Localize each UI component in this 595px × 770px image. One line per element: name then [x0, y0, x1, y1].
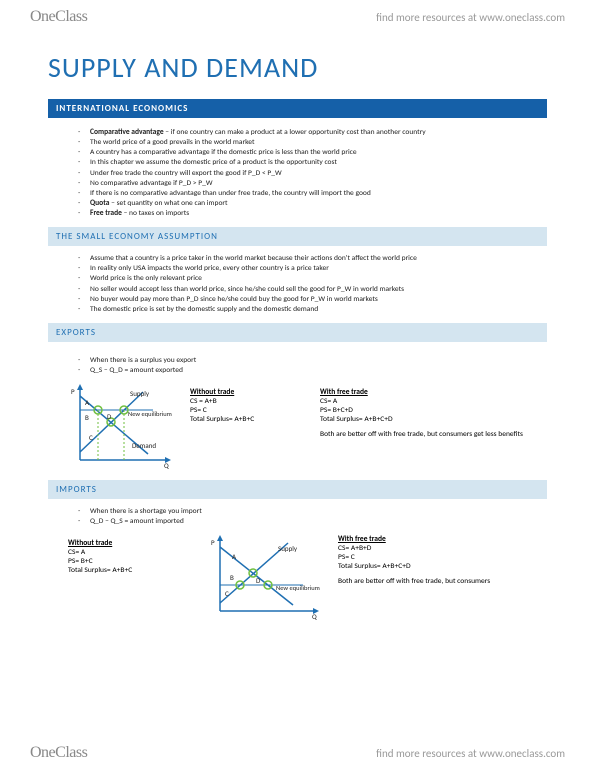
bullet: In this chapter we assume the domestic p…: [78, 158, 547, 168]
heading-exports: EXPORTS: [48, 323, 547, 342]
exports-without-trade: Without trade CS = A+B PS= C Total Surpl…: [190, 388, 290, 439]
exports-row: P Q A B D C Supply Demand New equilibriu…: [48, 382, 547, 472]
exports-chart: P Q A B D C Supply Demand New equilibriu…: [68, 382, 178, 472]
bullet: No buyer would pay more than P_D since h…: [78, 295, 547, 305]
ps-line: PS= B+C+D: [320, 406, 523, 415]
ts-line: Total Surplus= A+B+C+D: [320, 415, 523, 424]
imports-without-trade: Without trade CS= A PS= B+C Total Surplu…: [68, 539, 198, 575]
logo-bottom: OneClass: [30, 744, 87, 762]
bullet: In reality only USA impacts the world pr…: [78, 264, 547, 274]
bullet: A country has a comparative advantage if…: [78, 148, 547, 158]
page-title: SUPPLY AND DEMAND: [48, 50, 547, 85]
svg-text:Supply: Supply: [130, 389, 150, 398]
col-header: With free trade: [338, 535, 547, 544]
bullet-free-trade: Free trade – no taxes on imports: [78, 209, 547, 219]
imports-row: Without trade CS= A PS= B+C Total Surplu…: [48, 533, 547, 623]
bullet-quota: Quota – set quantity on what one can imp…: [78, 199, 547, 209]
col-header: Without trade: [190, 388, 290, 397]
tagline-bottom: find more resources at www.oneclass.com: [376, 747, 565, 760]
svg-text:B: B: [230, 573, 234, 582]
page-header: OneClass find more resources at www.onec…: [0, 0, 595, 34]
trade-note: Both are better off with free trade, but…: [338, 577, 547, 586]
logo-top: OneClass: [30, 8, 87, 26]
trade-note: Both are better off with free trade, but…: [320, 430, 523, 439]
cs-line: CS= A+B+D: [338, 544, 547, 553]
bullet: When there is a surplus you export: [78, 356, 547, 366]
svg-text:New equilibrium: New equilibrium: [276, 584, 320, 592]
col-header: Without trade: [68, 539, 198, 548]
svg-text:C: C: [225, 589, 229, 598]
col-header: With free trade: [320, 388, 523, 397]
ts-line: Total Surplus= A+B+C: [68, 566, 198, 575]
bullet-comparative-advantage: Comparative advantage – if one country c…: [78, 128, 547, 138]
cs-line: CS = A+B: [190, 397, 290, 406]
bullet: The domestic price is set by the domesti…: [78, 305, 547, 315]
bullet: No seller would accept less than world p…: [78, 285, 547, 295]
svg-text:C: C: [89, 433, 93, 442]
svg-text:B: B: [85, 413, 89, 422]
exports-with-trade: With free trade CS= A PS= B+C+D Total Su…: [320, 388, 523, 439]
ps-line: PS= C: [190, 406, 290, 415]
list-international-economics: Comparative advantage – if one country c…: [48, 128, 547, 219]
svg-text:Demand: Demand: [132, 441, 156, 450]
heading-small-economy: THE SMALL ECONOMY ASSUMPTION: [48, 227, 547, 246]
bullet: Q_S – Q_D = amount exported: [78, 366, 547, 376]
bullet: When there is a shortage you import: [78, 507, 547, 517]
list-imports: When there is a shortage you import Q_D …: [48, 507, 547, 527]
svg-text:A: A: [85, 398, 90, 407]
svg-text:D: D: [256, 576, 261, 585]
cs-line: CS= A: [68, 548, 198, 557]
heading-international-economics: INTERNATIONAL ECONOMICS: [48, 99, 547, 118]
svg-text:Q: Q: [312, 612, 317, 621]
imports-chart: P Q A B D C Supply New equilibrium: [208, 533, 328, 623]
heading-imports: IMPORTS: [48, 480, 547, 499]
ps-line: PS= C: [338, 553, 547, 562]
ts-line: Total Surplus= A+B+C+D: [338, 562, 547, 571]
svg-text:P: P: [211, 538, 215, 547]
tagline-top: find more resources at www.oneclass.com: [376, 11, 565, 24]
bullet: Assume that a country is a price taker i…: [78, 254, 547, 264]
page-footer: OneClass find more resources at www.onec…: [0, 736, 595, 770]
ps-line: PS= B+C: [68, 557, 198, 566]
bullet: No comparative advantage if P_D > P_W: [78, 179, 547, 189]
list-exports: When there is a surplus you export Q_S –…: [48, 356, 547, 376]
svg-text:New equilibrium: New equilibrium: [128, 410, 172, 418]
svg-text:D: D: [107, 412, 112, 421]
bullet: The world price of a good prevails in th…: [78, 138, 547, 148]
cs-line: CS= A: [320, 397, 523, 406]
bullet: Q_D – Q_S = amount imported: [78, 517, 547, 527]
svg-text:Q: Q: [164, 461, 169, 470]
bullet: Under free trade the country will export…: [78, 169, 547, 179]
bullet: World price is the only relevant price: [78, 274, 547, 284]
bullet: If there is no comparative advantage tha…: [78, 189, 547, 199]
svg-text:Supply: Supply: [278, 544, 298, 553]
svg-text:P: P: [71, 387, 75, 396]
list-small-economy: Assume that a country is a price taker i…: [48, 254, 547, 315]
ts-line: Total Surplus= A+B+C: [190, 415, 290, 424]
page-content: SUPPLY AND DEMAND INTERNATIONAL ECONOMIC…: [0, 0, 595, 663]
exports-trade-columns: Without trade CS = A+B PS= C Total Surpl…: [190, 382, 523, 439]
imports-with-trade: With free trade CS= A+B+D PS= C Total Su…: [338, 533, 547, 623]
